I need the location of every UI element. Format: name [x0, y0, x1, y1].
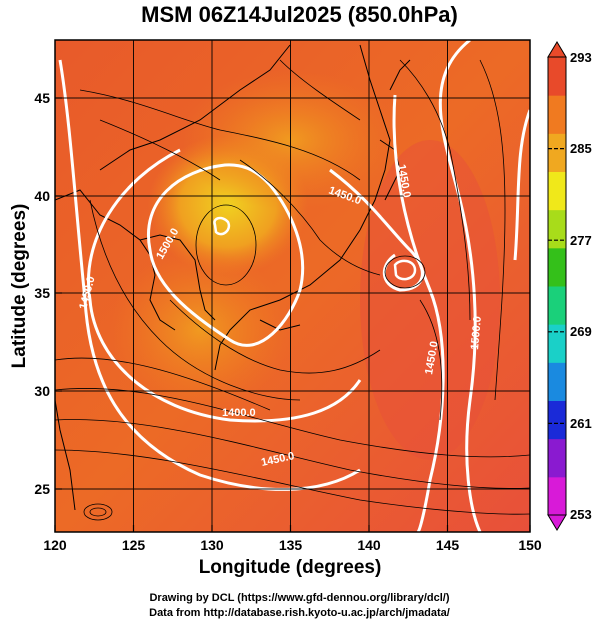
credit-line-1: Drawing by DCL (https://www.gfd-dennou.o… — [149, 592, 450, 604]
y-tick-labels: 25 30 35 40 45 — [34, 90, 50, 497]
contour-label: 1400.0 — [222, 407, 256, 419]
x-tick-label: 120 — [43, 537, 67, 553]
colorbar-segment — [548, 209, 566, 249]
map-plot: 1400.0 1450.0 1450.0 1450.0 1500.0 1450.… — [34, 39, 592, 553]
x-tick-label: 145 — [436, 537, 460, 553]
colorbar-bottom-arrow — [547, 514, 567, 531]
colorbar-label: 261 — [570, 416, 592, 431]
map-title: MSM 06Z14Jul2025 (850.0hPa) — [141, 2, 458, 27]
x-tick-label: 135 — [279, 537, 303, 553]
wind-streamlines — [55, 59, 530, 521]
y-tick-label: 35 — [34, 285, 50, 301]
y-axis-label: Latitude (degrees) — [9, 203, 30, 369]
x-tick-label: 125 — [122, 537, 146, 553]
contour-label: 1450.0 — [395, 163, 413, 198]
grid-lines — [55, 40, 530, 532]
colorbar-segment — [548, 362, 566, 401]
tick-marks — [54, 97, 531, 532]
plot-frame — [54, 39, 531, 533]
y-tick-label: 30 — [34, 383, 50, 399]
colorbar-top-arrow — [547, 41, 567, 58]
credit-line-2: Data from http://database.rish.kyoto-u.a… — [149, 607, 450, 619]
x-tick-label: 130 — [200, 537, 224, 553]
colorbar-segment — [548, 286, 566, 325]
colorbar-segment — [548, 57, 566, 96]
colorbar-segment — [548, 171, 566, 211]
colorbar-segment — [548, 247, 566, 287]
colorbar-label: 293 — [570, 50, 592, 65]
x-axis-label: Longitude (degrees) — [198, 557, 382, 578]
colorbar-segment — [548, 133, 566, 172]
colorbar-label: 253 — [570, 507, 592, 522]
y-tick-label: 45 — [34, 90, 50, 106]
colorbar-segment — [548, 476, 566, 516]
warm-area — [110, 250, 290, 410]
colorbar-frame — [547, 56, 567, 516]
x-tick-labels: 120 125 130 135 140 145 150 — [43, 537, 542, 553]
colorbar-segment — [548, 400, 566, 440]
warm-area — [360, 140, 500, 460]
x-tick-label: 150 — [518, 537, 542, 553]
colorbar-label: 285 — [570, 141, 592, 156]
colorbar-segment — [548, 438, 566, 478]
y-tick-label: 40 — [34, 188, 50, 204]
contour-label: 1500.0 — [469, 316, 484, 351]
colorbar: 293 285 277 269 261 253 — [547, 41, 592, 531]
x-tick-label: 140 — [357, 537, 381, 553]
contour-label: 1450.0 — [423, 340, 441, 375]
y-tick-label: 25 — [34, 481, 50, 497]
colorbar-segments — [548, 57, 566, 516]
colorbar-label: 277 — [570, 233, 592, 248]
colorbar-label: 269 — [570, 324, 592, 339]
colorbar-segment — [548, 324, 566, 363]
colorbar-segment — [548, 95, 566, 134]
